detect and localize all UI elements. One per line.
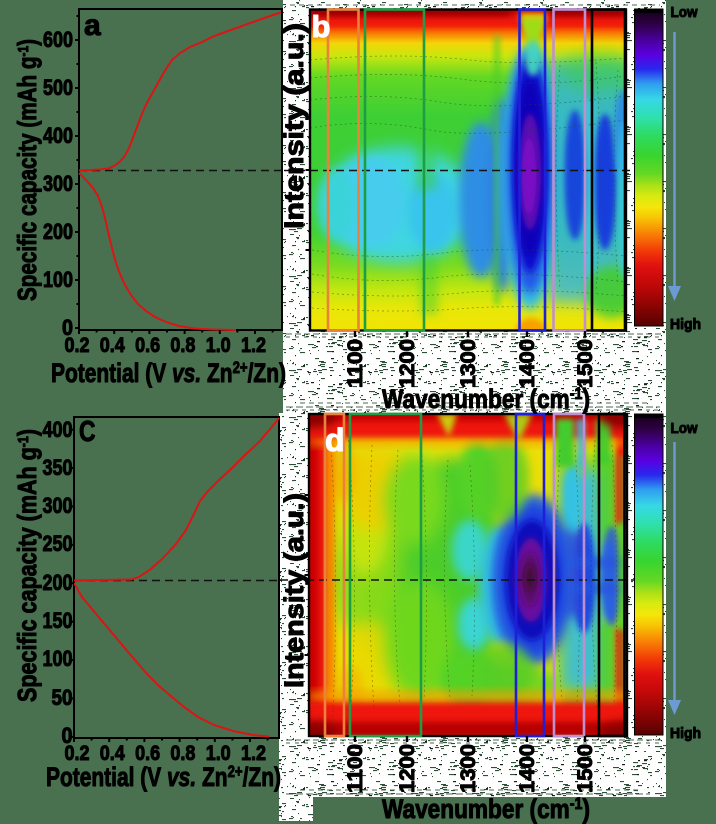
svg-text:C: C <box>79 416 96 448</box>
svg-text:0.6: 0.6 <box>135 334 160 357</box>
svg-text:200: 200 <box>43 570 73 595</box>
svg-text:100: 100 <box>43 646 73 671</box>
svg-text:0: 0 <box>62 315 73 340</box>
svg-text:1100: 1100 <box>344 339 367 388</box>
svg-text:200: 200 <box>43 219 73 244</box>
svg-text:0.2: 0.2 <box>65 742 90 765</box>
svg-text:0.2: 0.2 <box>65 334 90 357</box>
svg-text:Wavenumber (cm-1): Wavenumber (cm-1) <box>382 794 590 824</box>
svg-text:Potential (V vs. Zn2+/Zn): Potential (V vs. Zn2+/Zn) <box>51 358 286 388</box>
svg-text:Potential (V vs. Zn2+/Zn): Potential (V vs. Zn2+/Zn) <box>46 762 281 792</box>
svg-text:600: 600 <box>43 27 73 52</box>
svg-text:50: 50 <box>52 685 73 710</box>
svg-text:150: 150 <box>43 608 73 633</box>
svg-text:Wavenumber (cm-1): Wavenumber (cm-1) <box>382 384 590 414</box>
svg-text:100: 100 <box>43 267 73 292</box>
svg-text:Low: Low <box>671 4 698 21</box>
svg-text:High: High <box>670 316 701 333</box>
svg-text:b: b <box>312 9 331 44</box>
svg-text:1200: 1200 <box>396 744 419 793</box>
svg-text:350: 350 <box>43 455 73 480</box>
svg-text:1300: 1300 <box>457 744 480 793</box>
svg-text:1.0: 1.0 <box>206 334 231 357</box>
svg-text:300: 300 <box>43 171 73 196</box>
svg-text:a: a <box>84 9 101 42</box>
svg-text:0.4: 0.4 <box>100 742 125 765</box>
svg-text:0: 0 <box>62 723 73 748</box>
svg-text:500: 500 <box>43 75 73 100</box>
svg-text:Specific capacity (mAh g-1): Specific capacity (mAh g-1) <box>12 429 42 702</box>
svg-text:Intensity (a.u.): Intensity (a.u.) <box>279 493 309 688</box>
svg-text:1100: 1100 <box>344 744 367 793</box>
svg-text:1400: 1400 <box>516 339 539 388</box>
svg-text:400: 400 <box>43 123 73 148</box>
svg-text:1.0: 1.0 <box>206 742 231 765</box>
svg-text:0.8: 0.8 <box>170 334 195 357</box>
svg-text:Specific capacity (mAh g-1): Specific capacity (mAh g-1) <box>12 39 42 301</box>
svg-text:Intensity (a.u.): Intensity (a.u.) <box>279 23 309 229</box>
svg-text:d: d <box>325 422 345 458</box>
svg-text:0.4: 0.4 <box>100 334 125 357</box>
svg-text:0.6: 0.6 <box>135 742 160 765</box>
svg-text:1400: 1400 <box>516 744 539 793</box>
svg-text:1300: 1300 <box>457 339 480 388</box>
svg-text:High: High <box>670 725 701 742</box>
svg-text:1.2: 1.2 <box>241 742 266 765</box>
svg-text:Low: Low <box>671 420 698 437</box>
svg-text:1.2: 1.2 <box>241 334 266 357</box>
svg-text:250: 250 <box>43 531 73 556</box>
svg-text:400: 400 <box>43 417 73 442</box>
svg-text:0.8: 0.8 <box>170 742 195 765</box>
svg-text:1200: 1200 <box>396 339 419 388</box>
svg-text:1500: 1500 <box>574 339 597 388</box>
svg-text:300: 300 <box>43 493 73 518</box>
svg-text:1500: 1500 <box>574 744 597 793</box>
